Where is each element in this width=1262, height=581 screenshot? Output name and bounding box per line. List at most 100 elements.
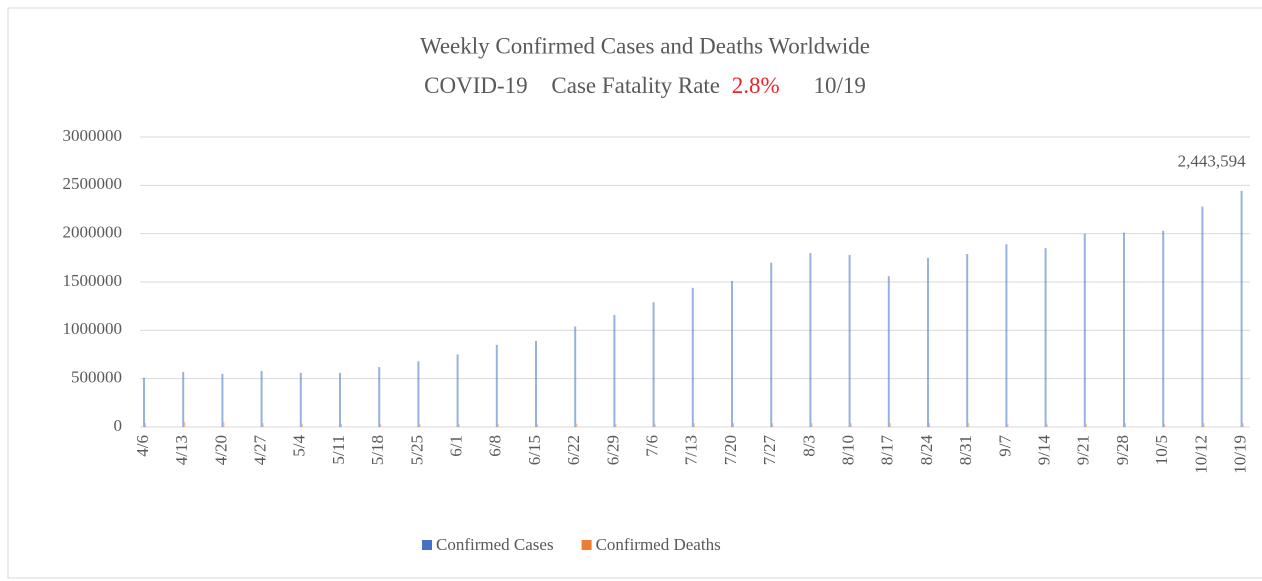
x-tick-label: 9/21 <box>1074 435 1093 465</box>
x-tick-label: 5/25 <box>407 435 426 465</box>
subtitle-date: 10/19 <box>813 73 865 98</box>
bar <box>497 424 499 427</box>
x-tick-label: 8/10 <box>839 435 858 465</box>
bar <box>615 423 617 427</box>
legend-swatch <box>422 540 432 550</box>
bar <box>378 367 381 427</box>
bar <box>535 340 537 427</box>
x-tick-label: 6/15 <box>525 435 544 465</box>
bar <box>887 276 890 427</box>
x-tick-label: 4/13 <box>172 435 191 465</box>
legend-label: Confirmed Cases <box>436 535 554 554</box>
x-tick-label: 7/6 <box>643 435 662 457</box>
bar <box>770 262 773 427</box>
bar <box>691 287 694 427</box>
bar <box>654 423 656 427</box>
bar <box>184 422 186 427</box>
bar <box>850 423 852 427</box>
x-tick-label: 10/12 <box>1191 435 1210 474</box>
x-tick-label: 7/13 <box>682 435 701 465</box>
bar <box>495 344 498 427</box>
chart-border <box>7 7 1262 579</box>
subtitle-label: COVID-19 <box>424 73 528 98</box>
bar <box>1203 423 1205 427</box>
bar <box>221 373 224 427</box>
bar <box>182 371 185 427</box>
bar <box>223 422 225 427</box>
bar <box>262 423 264 427</box>
bar <box>1085 423 1087 427</box>
bar <box>1125 423 1126 427</box>
bar <box>341 424 342 427</box>
x-tick-label: 8/3 <box>799 435 818 457</box>
y-tick-label: 2500000 <box>63 174 123 193</box>
y-tick-label: 500000 <box>71 368 122 387</box>
bar <box>1162 230 1165 427</box>
bar <box>811 423 813 427</box>
bar <box>652 302 655 427</box>
x-tick-label: 5/11 <box>329 435 348 465</box>
x-tick-label: 4/27 <box>251 435 270 466</box>
y-tick-label: 2000000 <box>63 223 123 242</box>
bar <box>417 361 420 427</box>
bar <box>301 423 303 427</box>
bar <box>143 377 145 427</box>
y-tick-label: 1500000 <box>63 271 123 290</box>
bar <box>966 253 969 427</box>
bar <box>772 423 774 427</box>
subtitle-metric: Case Fatality Rate <box>551 73 720 98</box>
bar <box>809 253 812 427</box>
bar <box>1164 423 1166 427</box>
x-tick-label: 5/4 <box>290 435 309 457</box>
bar <box>145 423 146 427</box>
x-tick-label: 6/1 <box>447 435 466 457</box>
legend-label: Confirmed Deaths <box>596 535 721 554</box>
x-tick-label: 10/5 <box>1152 435 1171 465</box>
bar <box>339 372 341 427</box>
bar <box>848 254 851 427</box>
x-tick-label: 10/19 <box>1231 435 1250 474</box>
bar <box>733 423 734 427</box>
bar <box>968 423 970 427</box>
chart-subtitle: COVID-19 Case Fatality Rate 2.8% 10/19 <box>424 73 866 98</box>
bar <box>1201 206 1204 427</box>
bar <box>1083 233 1086 427</box>
x-tick-label: 4/6 <box>133 435 152 457</box>
y-tick-label: 0 <box>114 416 123 435</box>
x-tick-label: 7/20 <box>721 435 740 465</box>
bar <box>927 257 929 427</box>
bar <box>613 314 616 427</box>
y-tick-label: 3000000 <box>63 126 123 145</box>
bar <box>299 372 302 427</box>
x-tick-label: 4/20 <box>211 435 230 465</box>
bar <box>1240 190 1243 427</box>
bar <box>458 424 460 427</box>
x-tick-label: 6/22 <box>564 435 583 465</box>
x-tick-label: 9/14 <box>1035 435 1054 466</box>
subtitle-rate: 2.8% <box>732 73 780 98</box>
bar <box>929 423 930 427</box>
bar <box>419 424 421 427</box>
bar <box>1044 248 1047 427</box>
bar <box>731 281 733 427</box>
bar <box>1005 244 1008 427</box>
x-tick-label: 8/17 <box>878 435 897 466</box>
bar <box>889 423 891 427</box>
data-label: 2,443,594 <box>1178 152 1247 171</box>
chart-title: Weekly Confirmed Cases and Deaths Worldw… <box>420 33 870 58</box>
bar <box>693 423 695 427</box>
bar <box>574 326 577 427</box>
x-tick-label: 7/27 <box>760 435 779 466</box>
bar <box>1007 423 1009 427</box>
bar <box>456 354 459 427</box>
legend-swatch <box>581 540 592 550</box>
y-tick-label: 1000000 <box>63 319 123 338</box>
bar <box>1046 423 1048 427</box>
bar <box>380 424 382 427</box>
bar <box>537 424 538 427</box>
x-tick-label: 9/28 <box>1113 435 1132 465</box>
x-tick-label: 6/29 <box>603 435 622 465</box>
bar <box>260 370 263 427</box>
x-tick-label: 6/8 <box>486 435 505 457</box>
bar <box>1242 423 1244 427</box>
